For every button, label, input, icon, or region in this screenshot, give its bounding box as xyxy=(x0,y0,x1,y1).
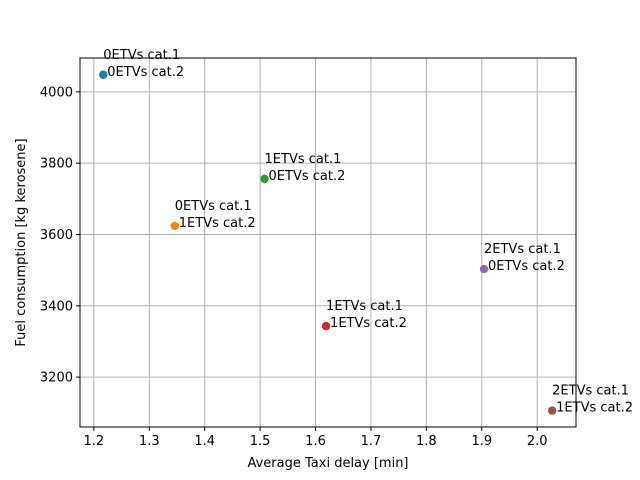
data-point xyxy=(170,221,179,231)
x-tick-label: 1.8 xyxy=(416,434,437,449)
point-label-line2: 1ETVs cat.2 xyxy=(179,216,256,231)
point-label-line1: 0ETVs cat.1 xyxy=(175,199,252,214)
point-label-line1: 1ETVs cat.1 xyxy=(265,152,342,167)
y-tick-label: 4000 xyxy=(40,85,73,100)
point-label-line1: 2ETVs cat.1 xyxy=(552,384,629,399)
data-point xyxy=(321,321,331,331)
x-tick-label: 1.4 xyxy=(194,434,215,449)
x-axis-label: Average Taxi delay [min] xyxy=(247,456,408,471)
x-tick-label: 2.0 xyxy=(527,434,548,449)
point-label-line2: 0ETVs cat.2 xyxy=(107,65,184,80)
point-label-line1: 2ETVs cat.1 xyxy=(484,242,561,257)
point-labels: 0ETVs cat.1 0ETVs cat.2 0ETVs cat.1 1ETVs c… xyxy=(103,48,633,416)
x-tick-label: 1.7 xyxy=(361,434,382,449)
point-label-line2: 0ETVs cat.2 xyxy=(269,169,346,184)
point-label-line2: 1ETVs cat.2 xyxy=(556,401,633,416)
point-label-line1: 1ETVs cat.1 xyxy=(326,299,403,314)
y-axis-label: Fuel consumption [kg kerosene] xyxy=(14,138,29,346)
x-tick-label: 1.5 xyxy=(250,434,271,449)
y-tick-label: 3600 xyxy=(40,228,73,243)
grid-lines xyxy=(80,58,576,427)
y-tick-label: 3200 xyxy=(40,371,73,386)
data-point xyxy=(479,264,489,274)
x-tick-label: 1.2 xyxy=(84,434,105,449)
x-tick-label: 1.6 xyxy=(305,434,326,449)
point-label-line2: 1ETVs cat.2 xyxy=(330,316,407,331)
plot-frame xyxy=(79,57,577,428)
x-tick-label: 1.9 xyxy=(471,434,492,449)
data-point xyxy=(99,70,108,79)
data-point xyxy=(547,406,557,415)
y-tick-label: 3800 xyxy=(40,157,73,172)
point-label-line2: 0ETVs cat.2 xyxy=(488,259,565,274)
x-tick-label: 1.3 xyxy=(139,434,160,449)
data-point xyxy=(260,174,269,184)
y-tick-label: 3400 xyxy=(40,299,73,314)
axis-ticks: 1.2 1.3 1.4 1.5 1.6 1.7 1.8 1.9 2.0 3200 3400 3600 3… xyxy=(40,85,548,449)
data-points xyxy=(99,70,557,415)
point-label-line1: 0ETVs cat.1 xyxy=(103,48,180,63)
